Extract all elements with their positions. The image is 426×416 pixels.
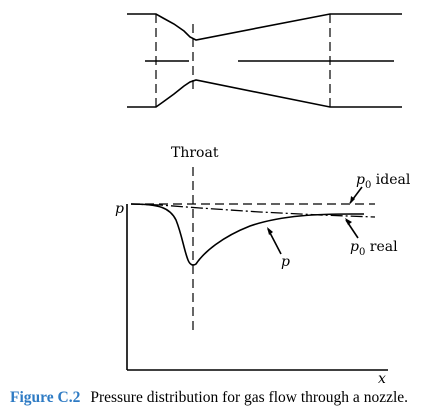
p0-real-arrowhead <box>345 218 352 225</box>
pressure-graph: p x p0 ideal p0 real p <box>115 172 411 387</box>
figure-caption-text: Pressure distribution for gas flow throu… <box>90 389 409 406</box>
p0-ideal-label: p0 ideal <box>356 172 411 191</box>
p0-ideal-arrowhead <box>350 196 355 204</box>
figure-caption: Figure C.2 Pressure distribution for gas … <box>10 389 420 407</box>
throat-label: Throat <box>171 145 219 161</box>
p-axis-label: p <box>115 201 124 217</box>
nozzle-upper-wall <box>127 13 402 41</box>
figure-caption-label: Figure C.2 <box>10 389 81 406</box>
pressure-curve <box>130 203 364 266</box>
p0-real-line <box>130 203 376 218</box>
nozzle-lower-wall <box>127 79 402 108</box>
pressure-curve-arrowhead <box>267 227 273 235</box>
pressure-curve-label: p <box>281 254 290 270</box>
x-axis-label: x <box>378 371 386 387</box>
nozzle-diagram <box>127 13 402 108</box>
p0-real-label: p0 real <box>350 239 398 258</box>
